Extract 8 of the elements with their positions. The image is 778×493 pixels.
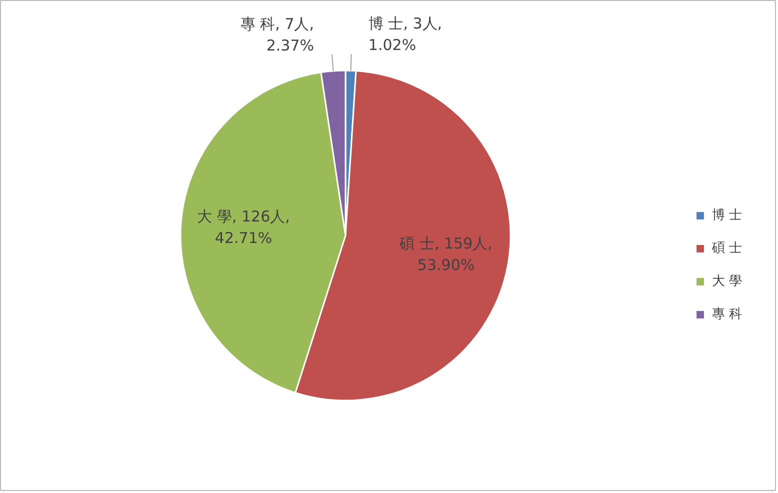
legend-label: 專 科: [712, 307, 742, 322]
data-label: 博 士, 3人, 1.02%: [368, 14, 442, 54]
legend-label: 大 學: [712, 274, 742, 290]
data-label: 碩 士, 159人, 53.90%: [398, 234, 492, 274]
legend-label: 碩 士: [710, 241, 742, 256]
data-label: 專 科, 7人, 2.37%: [240, 14, 314, 55]
legend-label: 博 士: [712, 208, 742, 224]
data-label: 大 學, 126人, 42.71%: [197, 208, 290, 248]
